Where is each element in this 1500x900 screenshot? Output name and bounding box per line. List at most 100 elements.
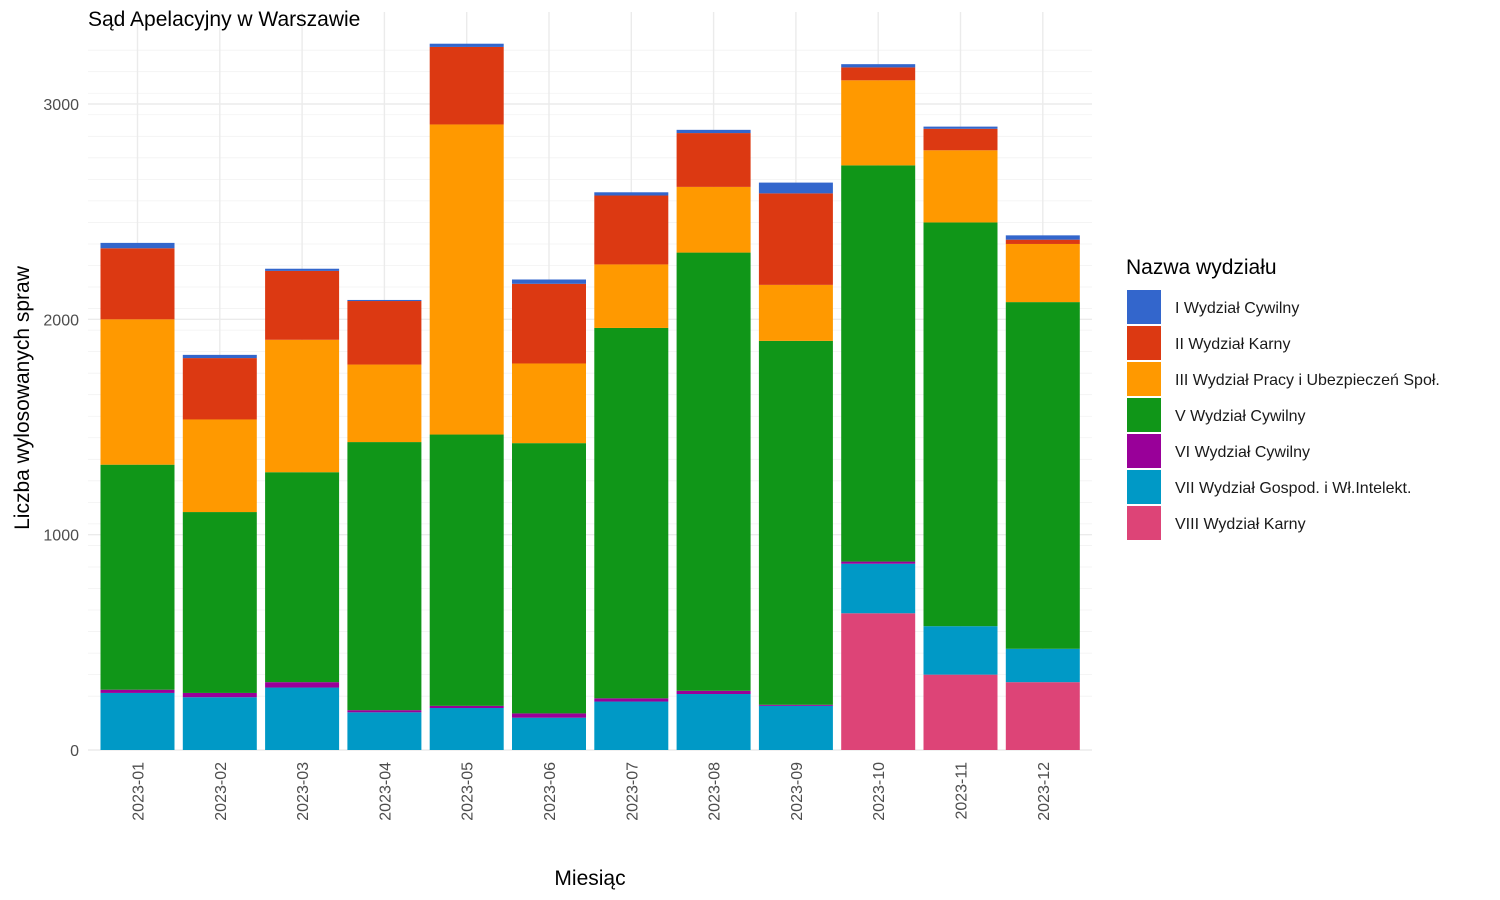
legend-label: V Wydział Cywilny <box>1175 408 1306 425</box>
bar-segment <box>841 64 916 68</box>
bar-segment <box>841 613 916 750</box>
legend-swatch <box>1127 290 1161 324</box>
bar-segment <box>100 692 175 750</box>
bar-segment <box>265 472 340 683</box>
bar-segment <box>512 279 586 284</box>
bar-segment <box>758 704 833 706</box>
x-tick-label: 2023-05 <box>460 762 477 821</box>
x-tick-label: 2023-11 <box>954 762 971 820</box>
bar-segment <box>594 698 669 702</box>
bar-segment <box>100 689 175 693</box>
bar-segment <box>1005 239 1080 244</box>
legend-label: VI Wydział Cywilny <box>1175 444 1310 461</box>
y-tick-label: 2000 <box>43 312 79 329</box>
x-tick-label: 2023-03 <box>295 762 312 821</box>
bar-segment <box>100 464 175 690</box>
bar-segment <box>594 192 669 196</box>
bar-segment <box>265 339 340 473</box>
bar-segment <box>100 242 175 249</box>
legend-title: Nazwa wydziału <box>1126 256 1277 279</box>
bar-segment <box>841 563 916 614</box>
y-tick-label: 1000 <box>43 528 79 545</box>
bar-segment <box>676 690 751 695</box>
bar-segment <box>923 674 998 750</box>
legend-label: II Wydział Karny <box>1175 336 1290 353</box>
bar-segment <box>182 692 257 698</box>
bar-segment <box>182 697 257 750</box>
y-axis-title: Liczba wylosowanych spraw <box>11 265 34 530</box>
x-tick-label: 2023-02 <box>213 762 230 821</box>
x-axis-ticks: 2023-01 2023-02 2023-03 2023-04 2023-05 2023-… <box>131 762 1053 821</box>
bar-segment <box>594 327 669 699</box>
bar-segment <box>265 682 340 688</box>
bar-segment <box>429 705 504 709</box>
bar-segment <box>347 442 422 711</box>
bar-segment <box>100 248 175 320</box>
bar-segment <box>347 710 422 713</box>
bar-segment <box>594 264 669 328</box>
bar-segment <box>676 694 751 750</box>
bar-segment <box>512 283 586 364</box>
bar-segment <box>841 80 916 166</box>
bar-segment <box>923 150 998 223</box>
y-tick-label: 3000 <box>43 97 79 114</box>
bar-segment <box>182 512 257 693</box>
x-tick-label: 2023-04 <box>377 762 394 821</box>
bar-segment <box>923 626 998 675</box>
x-tick-label: 2023-06 <box>542 762 559 821</box>
x-tick-label: 2023-12 <box>1036 762 1053 821</box>
bar-segment <box>841 67 916 81</box>
bar-segment <box>182 358 257 420</box>
bar-segment <box>265 687 340 750</box>
x-tick-label: 2023-10 <box>871 762 888 821</box>
bar-segment <box>182 354 257 359</box>
bar-segment <box>923 126 998 129</box>
legend-swatch <box>1127 326 1161 360</box>
bar-segment <box>100 319 175 465</box>
x-tick-label: 2023-09 <box>789 762 806 821</box>
bar-segment <box>676 133 751 187</box>
bar-segment <box>429 124 504 435</box>
bar-segment <box>758 284 833 341</box>
bar-segment <box>1005 302 1080 649</box>
bar-segment <box>429 43 504 47</box>
legend-swatch <box>1127 434 1161 468</box>
legend-label: VIII Wydział Karny <box>1175 516 1306 533</box>
bar-segment <box>182 419 257 513</box>
bar-segment <box>758 340 833 705</box>
chart-title: Sąd Apelacyjny w Warszawie <box>88 8 360 31</box>
bar-segment <box>841 561 916 564</box>
bar-segment <box>676 186 751 253</box>
bar-segment <box>923 128 998 151</box>
bar-segment <box>347 712 422 750</box>
bar-segment <box>758 182 833 194</box>
legend-label: VII Wydział Gospod. i Wł.Intelekt. <box>1175 480 1411 497</box>
legend-swatch <box>1127 506 1161 540</box>
bar-segment <box>1005 235 1080 240</box>
bar-segment <box>512 363 586 444</box>
legend-swatch <box>1127 470 1161 504</box>
legend-label: I Wydział Cywilny <box>1175 300 1299 317</box>
y-tick-label: 0 <box>70 743 79 760</box>
bar-segment <box>347 301 422 365</box>
bar-segment <box>594 701 669 750</box>
bar-segment <box>923 222 998 627</box>
bar-segment <box>347 299 422 302</box>
legend-swatch <box>1127 398 1161 432</box>
legend: I Wydział Cywilny II Wydział Karny III Wyd… <box>1127 290 1440 540</box>
bar-segment <box>758 705 833 750</box>
bar-segment <box>512 443 586 714</box>
bar-segment <box>512 713 586 718</box>
bar-segment <box>1005 243 1080 303</box>
x-tick-label: 2023-07 <box>624 762 641 821</box>
bar-segment <box>594 195 669 265</box>
bar-segment <box>265 270 340 340</box>
y-axis-ticks: 0 1000 2000 3000 <box>43 97 79 760</box>
bar-segment <box>1005 682 1080 750</box>
bar-segment <box>429 708 504 750</box>
x-axis-title: Miesiąc <box>554 867 625 890</box>
bar-segment <box>347 364 422 443</box>
bar-segment <box>512 717 586 750</box>
x-tick-label: 2023-01 <box>131 762 148 821</box>
